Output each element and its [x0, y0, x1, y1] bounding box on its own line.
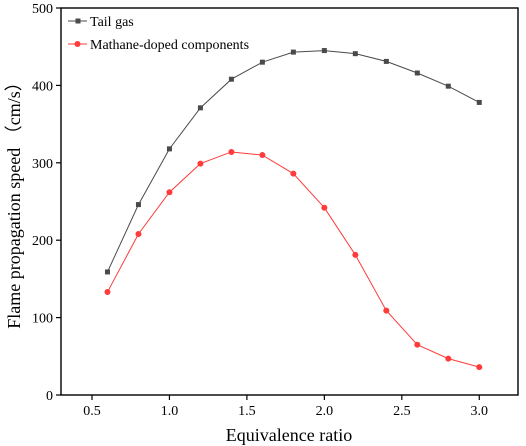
data-point-tail-gas: [445, 83, 451, 89]
x-axis-ticks: [91, 395, 480, 400]
x-tick-label: 2.5: [393, 404, 411, 419]
data-point-methane-doped: [104, 289, 111, 296]
y-tick-label: 500: [32, 2, 53, 17]
series-layer: [104, 48, 483, 371]
x-tick-label: 2.0: [316, 404, 334, 419]
legend: Tail gas Mathane-doped components: [68, 15, 249, 53]
data-point-tail-gas: [135, 202, 141, 208]
plot-frame: [60, 7, 519, 396]
y-tick-label: 400: [32, 79, 53, 94]
x-tick-label: 3.0: [471, 404, 489, 419]
y-tick-label: 300: [32, 157, 53, 172]
legend-marker-tail-gas: [75, 18, 81, 24]
data-point-tail-gas: [383, 58, 389, 64]
data-point-tail-gas: [104, 269, 110, 275]
data-point-tail-gas: [321, 48, 327, 54]
data-point-methane-doped: [321, 204, 328, 211]
legend-marker-methane-doped: [74, 41, 81, 47]
series-methane-doped: [104, 148, 483, 371]
data-point-methane-doped: [445, 355, 452, 362]
plot-area: [60, 7, 519, 396]
x-tick-label: 1.5: [238, 404, 256, 419]
data-point-tail-gas: [476, 99, 482, 105]
data-point-tail-gas: [259, 59, 265, 65]
data-point-methane-doped: [476, 364, 483, 371]
data-point-methane-doped: [166, 189, 173, 196]
data-point-methane-doped: [352, 251, 359, 258]
x-tick-label: 0.5: [83, 404, 101, 419]
x-axis-title: Equivalence ratio: [226, 425, 352, 445]
x-axis-tick-labels: 0.5 1.0 1.5 2.0 2.5 3.0: [83, 404, 488, 419]
y-axis-tick-labels: 0 100 200 300 400 500: [32, 2, 53, 404]
legend-label-methane-doped: Mathane-doped components: [90, 38, 249, 53]
y-axis-ticks: [56, 7, 61, 396]
data-point-tail-gas: [166, 146, 172, 152]
y-axis-title: Flame propagation speed （cm/s）: [4, 73, 24, 328]
data-point-methane-doped: [197, 160, 204, 167]
data-point-tail-gas: [352, 51, 358, 57]
y-tick-label: 100: [32, 312, 53, 327]
legend-label-tail-gas: Tail gas: [90, 15, 134, 30]
series-tail-gas: [104, 48, 482, 275]
data-point-tail-gas: [197, 105, 203, 111]
data-point-tail-gas: [228, 76, 234, 82]
data-point-tail-gas: [414, 70, 420, 76]
data-point-methane-doped: [228, 148, 235, 155]
data-point-methane-doped: [414, 341, 421, 348]
data-point-methane-doped: [259, 152, 266, 159]
data-point-methane-doped: [135, 231, 142, 238]
y-tick-label: 200: [32, 234, 53, 249]
x-tick-label: 1.0: [161, 404, 179, 419]
data-point-tail-gas: [290, 49, 296, 55]
data-point-methane-doped: [290, 170, 297, 177]
y-tick-label: 0: [46, 389, 53, 404]
data-point-methane-doped: [383, 307, 390, 314]
